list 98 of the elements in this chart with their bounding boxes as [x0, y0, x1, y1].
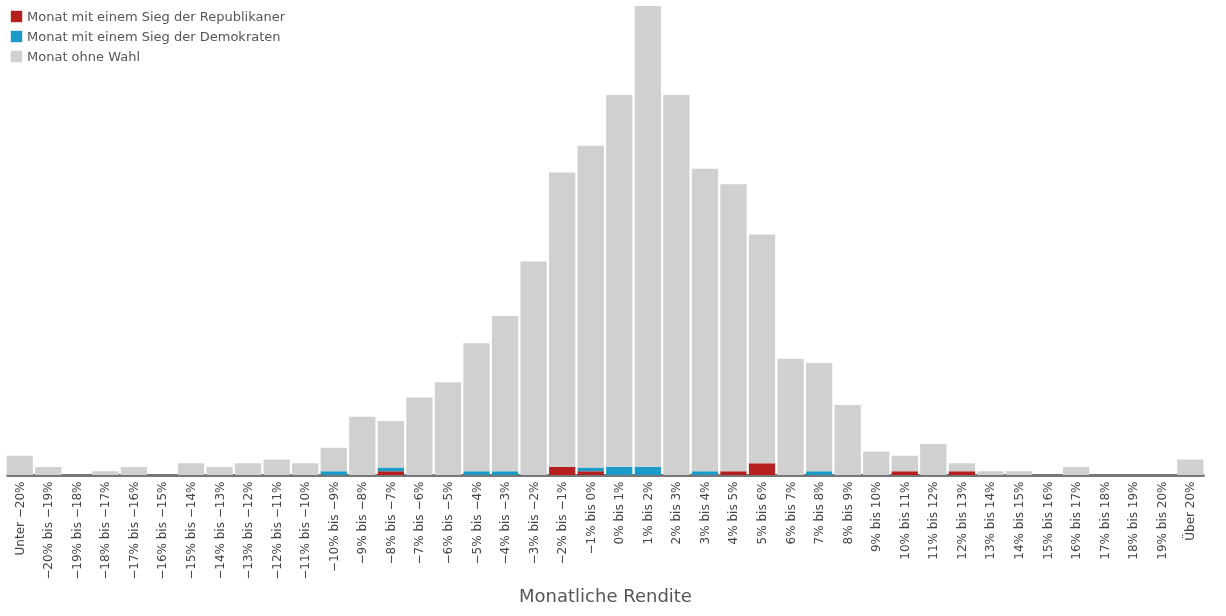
x-tick-label: −14% bis −13% [212, 481, 227, 580]
bar [377, 471, 404, 475]
x-tick-label: −8% bis −7% [383, 481, 398, 565]
x-tick-label: 14% bis 15% [1011, 481, 1026, 560]
bar [948, 463, 976, 472]
x-axis-title: Monatliche Rendite [519, 584, 692, 606]
x-tick-label: 2% bis 3% [669, 481, 684, 545]
x-tick-label: −2% bis −1% [555, 481, 570, 565]
x-tick-label: 9% bis 10% [869, 481, 884, 553]
bar [320, 447, 347, 472]
x-tick-label: −7% bis −6% [412, 481, 427, 565]
x-tick-label: 17% bis 18% [1097, 481, 1112, 560]
x-tick-label: 0% bis 1% [612, 481, 627, 545]
x-tick-label: −11% bis −10% [298, 481, 313, 580]
bar [806, 471, 833, 475]
x-tick-label: 16% bis 17% [1069, 481, 1084, 560]
bar [549, 172, 576, 468]
bar [891, 455, 918, 472]
x-tick-label: 12% bis 13% [954, 481, 969, 560]
bar [634, 467, 661, 475]
x-tick-label: 5% bis 6% [755, 481, 770, 545]
x-tick-label: −10% bis −9% [326, 481, 341, 573]
x-tick-label: −17% bis −16% [126, 481, 141, 580]
x-tick-label: Über 20% [1181, 481, 1198, 541]
bar [891, 471, 918, 475]
x-tick-label: −19% bis −18% [69, 481, 84, 580]
x-tick-label: −16% bis −15% [155, 481, 170, 580]
bar [491, 316, 519, 472]
bar [491, 471, 519, 475]
x-tick-label: −13% bis −12% [241, 481, 256, 580]
bar [920, 444, 947, 475]
x-tick-label: −9% bis −8% [355, 481, 370, 565]
x-tick-label: −1% bis 0% [583, 481, 598, 555]
bar [863, 451, 890, 475]
bar [206, 467, 233, 475]
x-tick-label: 6% bis 7% [783, 481, 798, 545]
x-tick-label: 1% bis 2% [640, 481, 655, 545]
bar [577, 471, 604, 475]
bar [748, 463, 776, 475]
bar [35, 467, 62, 475]
x-tick-label: −3% bis −2% [526, 481, 541, 565]
bar [1062, 467, 1090, 475]
bar [691, 471, 719, 475]
bar [292, 463, 319, 475]
x-tick-label: 19% bis 20% [1154, 481, 1169, 560]
x-tick-label: −18% bis −17% [98, 481, 113, 580]
bar [577, 145, 604, 468]
bar [663, 95, 690, 475]
bar [577, 467, 604, 472]
bar [549, 467, 576, 475]
bar [434, 382, 462, 475]
bar [606, 95, 633, 468]
x-tick-label: −20% bis −19% [41, 481, 56, 580]
x-tick-label: 8% bis 9% [840, 481, 855, 545]
x-tick-label: 10% bis 11% [897, 481, 912, 560]
bar [834, 405, 861, 475]
bar [463, 343, 490, 472]
bar [720, 471, 747, 475]
x-tick-label: 18% bis 19% [1126, 481, 1141, 560]
legend-label: Monat mit einem Sieg der Demokraten [27, 28, 281, 44]
x-tick-label: 3% bis 4% [697, 481, 712, 545]
bar [377, 421, 404, 468]
bar [748, 234, 776, 464]
bar [520, 261, 547, 475]
bar [1005, 471, 1033, 475]
x-tick-label: 15% bis 16% [1040, 481, 1055, 560]
x-tick-label: −6% bis −5% [440, 481, 455, 565]
legend-label: Monat ohne Wahl [27, 48, 141, 64]
bar [263, 459, 290, 475]
bar [777, 358, 804, 475]
bar [977, 471, 1004, 475]
x-tick-label: −5% bis −4% [469, 481, 484, 565]
bar [120, 467, 148, 475]
bar [6, 455, 33, 475]
bar [691, 168, 719, 472]
x-tick-label: 7% bis 8% [812, 481, 827, 545]
x-tick-label: 11% bis 12% [926, 481, 941, 560]
bar [606, 467, 633, 475]
bar [634, 6, 661, 468]
x-tick-label: −12% bis −11% [269, 481, 284, 580]
x-tick-label: −4% bis −3% [498, 481, 513, 565]
x-tick-label: −15% bis −14% [184, 481, 199, 580]
bar [234, 463, 262, 475]
bar [1177, 459, 1204, 475]
bar [406, 397, 433, 475]
bar [320, 471, 347, 475]
bar [463, 471, 490, 475]
legend-label: Monat mit einem Sieg der Republikaner [27, 8, 286, 24]
x-tick-label: 4% bis 5% [726, 481, 741, 545]
bar [806, 362, 833, 472]
bar [177, 463, 205, 475]
bar [92, 471, 119, 475]
bar [948, 471, 976, 475]
bar [377, 467, 404, 472]
bar [720, 184, 747, 472]
bar [349, 416, 376, 475]
x-tick-label: 13% bis 14% [983, 481, 998, 560]
x-tick-label: Unter −20% [12, 481, 27, 556]
